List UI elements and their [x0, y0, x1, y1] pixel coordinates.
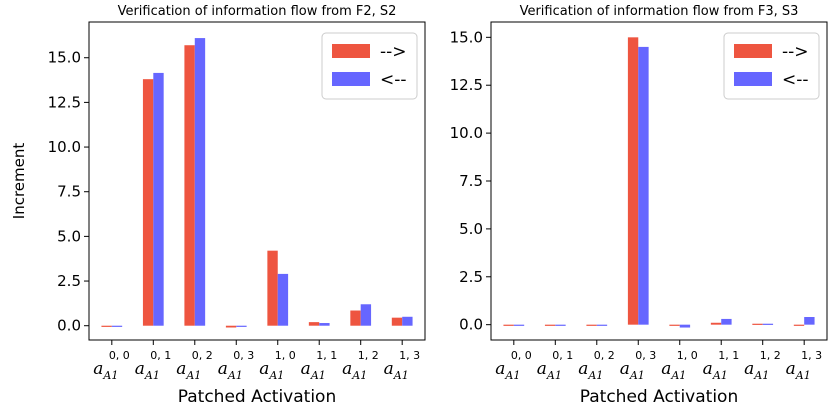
bar-forward-4 [225, 325, 237, 328]
x-tick-label-superscript: 0, 0 [109, 349, 130, 362]
legend-swatch-1 [332, 44, 370, 58]
x-tick-label: aA1 [537, 359, 562, 382]
bar-backward-8 [804, 317, 815, 325]
legend-label-2: <-- [782, 70, 809, 90]
y-tick-label: 15.0 [450, 28, 483, 46]
bar-forward-2 [544, 324, 556, 326]
bar-backward-8 [402, 316, 413, 326]
x-tick-label: aA1 [620, 359, 645, 382]
bar-forward-3 [586, 324, 597, 326]
y-tick-label: 5.0 [57, 227, 81, 245]
bar-backward-5 [277, 273, 289, 326]
x-tick-label: aA1 [176, 359, 201, 382]
x-tick-label-superscript: 0, 3 [635, 349, 656, 362]
x-tick-label: aA1 [218, 359, 243, 382]
bar-backward-1 [111, 325, 123, 327]
x-tick-label-superscript: 0, 0 [511, 349, 532, 362]
x-tick-label: aA1 [93, 359, 118, 382]
y-tick-label: 7.5 [57, 183, 81, 201]
axes-frame [490, 21, 828, 341]
legend-swatch-1 [734, 44, 772, 58]
bar-forward-6 [308, 322, 320, 326]
chart-panel-1: Verification of information flow from F2… [10, 4, 426, 407]
chart-title: Verification of information flow from F3… [520, 4, 799, 19]
bar-backward-5 [679, 324, 691, 328]
x-axis-label: Patched Activation [178, 387, 336, 407]
bar-forward-8 [391, 317, 403, 326]
y-tick-label: 0.0 [459, 316, 483, 334]
bar-backward-2 [555, 324, 566, 326]
x-tick-label: aA1 [786, 359, 811, 382]
x-tick-label: aA1 [259, 359, 284, 382]
legend: --> <-- [723, 32, 820, 100]
x-tick-label: aA1 [744, 359, 769, 382]
x-tick-label: aA1 [661, 359, 686, 382]
x-tick-label-superscript: 0, 1 [552, 349, 573, 362]
bar-forward-5 [267, 250, 278, 326]
bar-forward-3 [184, 45, 195, 326]
bar-forward-4 [627, 37, 639, 325]
x-tick-label-superscript: 0, 3 [233, 349, 254, 362]
y-tick-label: 7.5 [459, 172, 483, 190]
x-tick-label: aA1 [135, 359, 160, 382]
bar-forward-5 [669, 324, 680, 326]
bar-backward-7 [762, 323, 774, 325]
bar-forward-6 [710, 322, 722, 325]
bar-backward-3 [596, 324, 608, 326]
x-tick-label: aA1 [703, 359, 728, 382]
bar-forward-8 [793, 324, 805, 326]
bar-forward-7 [350, 310, 361, 326]
x-tick-label-superscript: 1, 0 [275, 349, 296, 362]
legend-swatch-2 [734, 72, 772, 86]
x-tick-label-superscript: 1, 0 [677, 349, 698, 362]
x-axis-label: Patched Activation [580, 387, 738, 407]
y-tick-label: 10.0 [450, 124, 483, 142]
axes-frame [88, 21, 426, 341]
legend: --> <-- [321, 32, 418, 100]
y-tick-label: 12.5 [48, 93, 81, 111]
x-tick-label-superscript: 1, 2 [358, 349, 379, 362]
legend-label-2: <-- [380, 70, 407, 90]
chart-title: Verification of information flow from F2… [118, 4, 397, 19]
bar-backward-7 [360, 304, 372, 326]
bar-forward-2 [142, 79, 154, 326]
legend-label-1: --> [782, 42, 809, 62]
legend-swatch-2 [332, 72, 370, 86]
x-tick-label-superscript: 0, 2 [594, 349, 615, 362]
x-tick-label-superscript: 1, 3 [801, 349, 822, 362]
y-axis-label: Increment [10, 143, 28, 220]
y-tick-label: 12.5 [450, 76, 483, 94]
chart-panel-2: Verification of information flow from F3… [450, 4, 828, 407]
bar-forward-1 [503, 324, 514, 326]
bar-backward-2 [153, 72, 164, 326]
x-tick-label-superscript: 1, 1 [316, 349, 337, 362]
x-tick-label-superscript: 0, 2 [192, 349, 213, 362]
x-tick-label: aA1 [495, 359, 520, 382]
bar-backward-6 [319, 323, 330, 326]
x-tick-label-superscript: 1, 2 [760, 349, 781, 362]
x-tick-label-superscript: 1, 1 [718, 349, 739, 362]
bar-backward-6 [721, 318, 732, 325]
x-tick-label: aA1 [578, 359, 603, 382]
bar-forward-7 [752, 323, 763, 325]
y-tick-label: 2.5 [459, 268, 483, 286]
y-tick-label: 2.5 [57, 272, 81, 290]
x-tick-label-superscript: 0, 1 [150, 349, 171, 362]
x-tick-label: aA1 [342, 359, 367, 382]
bar-backward-4 [236, 325, 247, 327]
x-tick-label-superscript: 1, 3 [399, 349, 420, 362]
x-tick-label: aA1 [384, 359, 409, 382]
y-tick-label: 5.0 [459, 220, 483, 238]
y-tick-label: 0.0 [57, 317, 81, 335]
bar-forward-1 [101, 325, 112, 327]
y-tick-label: 15.0 [48, 49, 81, 67]
bar-backward-3 [194, 38, 206, 326]
x-tick-label: aA1 [301, 359, 326, 382]
bar-backward-1 [513, 324, 525, 326]
y-tick-label: 10.0 [48, 138, 81, 156]
legend-label-1: --> [380, 42, 407, 62]
bar-backward-4 [638, 46, 649, 325]
